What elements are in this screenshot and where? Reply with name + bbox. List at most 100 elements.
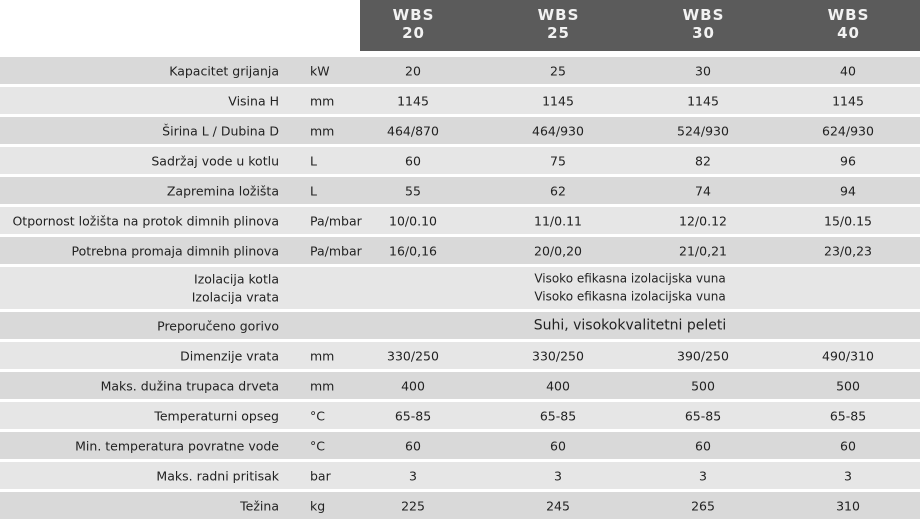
row-label: Kapacitet grijanja xyxy=(169,63,279,78)
cell-value: 1145 xyxy=(832,93,864,108)
table-row: Zapremina ložišta L 55 62 74 94 xyxy=(0,177,920,204)
cell-value: 65-85 xyxy=(539,408,577,423)
row-unit: Pa/mbar xyxy=(310,243,362,258)
cell-value: 464/930 xyxy=(532,123,584,138)
row-unit: °C xyxy=(310,438,325,453)
column-header: WBS 20 xyxy=(341,6,486,42)
table-row: Maks. radni pritisak bar 3 3 3 3 xyxy=(0,462,920,489)
cell-value: 330/250 xyxy=(387,348,439,363)
size: 30 xyxy=(692,24,715,42)
row-label: Širina L / Dubina D xyxy=(162,123,279,138)
row-unit: kg xyxy=(310,498,326,513)
cell-value: 390/250 xyxy=(677,348,729,363)
column-header: WBS 40 xyxy=(776,6,920,42)
table-row: Sadržaj vode u kotlu L 60 75 82 96 xyxy=(0,147,920,174)
cell-value: 3 xyxy=(699,468,707,483)
row-unit: mm xyxy=(310,378,335,393)
row-label: Zapremina ložišta xyxy=(166,183,279,198)
row-label: Potrebna promaja dimnih plinova xyxy=(71,243,279,258)
header-band: WBS 20 WBS 25 WBS 30 WBS 40 xyxy=(360,0,920,51)
cell-value: 60 xyxy=(405,438,421,453)
model: WBS xyxy=(392,6,435,24)
cell-value: 74 xyxy=(695,183,711,198)
table-row: Min. temperatura povratne vode °C 60 60 60 60 xyxy=(0,432,920,459)
cell-value: 12/0.12 xyxy=(679,213,727,228)
row-label: Težina xyxy=(240,498,279,513)
cell-value: 96 xyxy=(840,153,856,168)
row-unit: mm xyxy=(310,123,335,138)
table-row: Težina kg 225 245 265 310 xyxy=(0,492,920,519)
row-label: Min. temperatura povratne vode xyxy=(75,438,279,453)
cell-value: 16/0,16 xyxy=(389,243,437,258)
cell-value: 310 xyxy=(836,498,860,513)
row-unit: kW xyxy=(310,63,330,78)
cell-value: 225 xyxy=(401,498,425,513)
cell-value: 3 xyxy=(409,468,417,483)
size: 40 xyxy=(837,24,860,42)
row-label: Otpornost ložišta na protok dimnih plino… xyxy=(12,213,279,228)
row-label: Izolacija kotla xyxy=(194,271,279,287)
cell-value: 1145 xyxy=(542,93,574,108)
model: WBS xyxy=(682,6,725,24)
cell-value: 65-85 xyxy=(829,408,867,423)
cell-value: 82 xyxy=(695,153,711,168)
cell-value: 60 xyxy=(695,438,711,453)
row-value: Visoko efikasna izolacijska vuna xyxy=(534,289,726,304)
table-row: Izolacija kotla Visoko efikasna izolacijs… xyxy=(0,267,920,309)
cell-value: 23/0,23 xyxy=(824,243,872,258)
table-row: Temperaturni opseg °C 65-85 65-85 65-85 65-85 xyxy=(0,402,920,429)
cell-value: 500 xyxy=(836,378,860,393)
column-header: WBS 25 xyxy=(486,6,631,42)
cell-value: 25 xyxy=(550,63,566,78)
cell-value: 60 xyxy=(840,438,856,453)
column-header: WBS 30 xyxy=(631,6,776,42)
cell-value: 10/0.10 xyxy=(389,213,437,228)
cell-value: 75 xyxy=(550,153,566,168)
model: WBS xyxy=(537,6,580,24)
row-label: Temperaturni opseg xyxy=(154,408,279,423)
table-row: Kapacitet grijanja kW 20 25 30 40 xyxy=(0,57,920,84)
cell-value: 15/0.15 xyxy=(824,213,872,228)
cell-value: 20 xyxy=(405,63,421,78)
cell-value: 11/0.11 xyxy=(534,213,582,228)
row-unit: mm xyxy=(310,348,335,363)
cell-value: 3 xyxy=(554,468,562,483)
row-label: Maks. radni pritisak xyxy=(156,468,279,483)
cell-value: 500 xyxy=(691,378,715,393)
model: WBS xyxy=(827,6,870,24)
cell-value: 3 xyxy=(844,468,852,483)
cell-value: 1145 xyxy=(397,93,429,108)
row-label: Sadržaj vode u kotlu xyxy=(151,153,279,168)
table-row: Otpornost ložišta na protok dimnih plino… xyxy=(0,207,920,234)
row-value: Suhi, visokokvalitetni peleti xyxy=(533,317,727,333)
cell-value: 524/930 xyxy=(677,123,729,138)
table-row: Dimenzije vrata mm 330/250 330/250 390/250 49… xyxy=(0,342,920,369)
cell-value: 490/310 xyxy=(822,348,874,363)
table-row: Visina H mm 1145 1145 1145 1145 xyxy=(0,87,920,114)
cell-value: 400 xyxy=(546,378,570,393)
table-row: Potrebna promaja dimnih plinova Pa/mbar 16… xyxy=(0,237,920,264)
row-label: Izolacija vrata xyxy=(191,289,279,305)
cell-value: 624/930 xyxy=(822,123,874,138)
table-row: Preporučeno gorivo Suhi, visokokvalitetni… xyxy=(0,312,920,339)
cell-value: 400 xyxy=(401,378,425,393)
cell-value: 40 xyxy=(840,63,856,78)
cell-value: 1145 xyxy=(687,93,719,108)
row-label: Visina H xyxy=(228,93,279,108)
table-row: Maks. dužina trupaca drveta mm 400 400 500 50… xyxy=(0,372,920,399)
row-label: Dimenzije vrata xyxy=(180,348,279,363)
cell-value: 30 xyxy=(695,63,711,78)
cell-value: 65-85 xyxy=(684,408,722,423)
cell-value: 265 xyxy=(691,498,715,513)
row-unit: Pa/mbar xyxy=(310,213,362,228)
row-label: Maks. dužina trupaca drveta xyxy=(100,378,279,393)
cell-value: 464/870 xyxy=(387,123,439,138)
cell-value: 20/0,20 xyxy=(534,243,582,258)
row-value: Visoko efikasna izolacijska vuna xyxy=(534,271,726,286)
cell-value: 55 xyxy=(405,183,421,198)
row-unit: L xyxy=(310,153,317,168)
size: 25 xyxy=(547,24,570,42)
table-row: Širina L / Dubina D mm 464/870 464/930 524/9… xyxy=(0,117,920,144)
cell-value: 60 xyxy=(405,153,421,168)
